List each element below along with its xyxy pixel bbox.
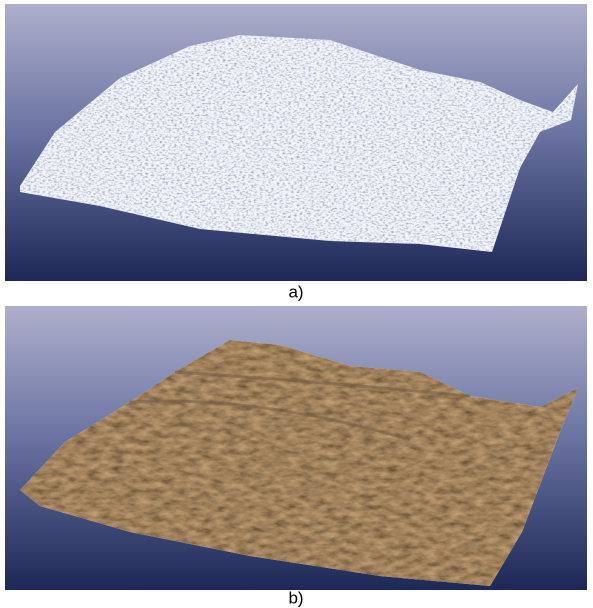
- ridge: [129, 370, 471, 442]
- panel-b: [5, 306, 587, 590]
- caption: a): [288, 282, 303, 301]
- mesh-terrain: [20, 35, 578, 252]
- caption: b): [288, 588, 303, 607]
- panel-a: [5, 4, 587, 281]
